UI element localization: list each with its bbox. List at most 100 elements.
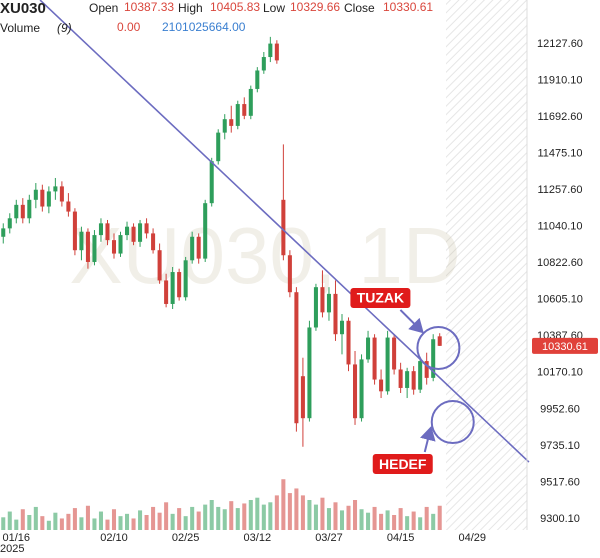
candle-body: [72, 211, 77, 251]
volume-value: 2101025664.00: [162, 20, 246, 34]
candle-body: [392, 337, 397, 370]
y-tick-label: 11040.10: [537, 221, 582, 233]
candle-body: [144, 223, 149, 234]
candle-body: [216, 132, 221, 162]
x-tick-label: 03/12: [244, 532, 272, 544]
candle-body: [125, 226, 130, 236]
candle-body: [183, 260, 188, 298]
candle-body: [437, 336, 442, 346]
volume-bar: [72, 508, 77, 530]
high-value: 10405.83: [210, 0, 260, 14]
volume-bar: [118, 516, 123, 530]
volume-bar: [359, 509, 364, 530]
volume-bar: [177, 508, 182, 530]
volume-bar: [27, 515, 32, 530]
candle-body: [333, 293, 338, 335]
volume-bar: [33, 506, 38, 530]
candle-body: [274, 43, 279, 61]
volume-bar: [300, 495, 305, 530]
candle-body: [79, 231, 84, 251]
volume-bar: [92, 518, 97, 530]
volume-bar: [138, 510, 143, 530]
candle-body: [385, 337, 390, 392]
candle-body: [248, 88, 253, 116]
x-tick-label: 04/15: [387, 532, 415, 544]
volume-bar: [125, 513, 130, 530]
candle-body: [307, 327, 312, 419]
candle-body: [222, 119, 227, 133]
y-tick-label: 11257.60: [537, 184, 582, 196]
target-arrow: [420, 426, 436, 453]
candle-body: [203, 203, 208, 259]
y-tick-label: 12127.60: [537, 38, 583, 50]
volume-bar: [333, 502, 338, 530]
candle-body: [424, 361, 429, 378]
volume-bar: [307, 500, 312, 530]
close-label: Close: [344, 1, 375, 15]
volume-bar: [183, 516, 188, 530]
symbol: XU030: [0, 0, 46, 17]
candle-body: [261, 57, 266, 71]
candle-body: [138, 223, 143, 242]
volume-bar: [405, 516, 410, 530]
low-value: 10329.66: [290, 0, 340, 14]
volume-bar: [144, 515, 149, 530]
candle-body: [190, 236, 195, 261]
volume-label: Volume: [0, 21, 40, 35]
y-tick-label: 9517.60: [540, 476, 580, 488]
volume-bar: [379, 513, 384, 530]
candle-body: [268, 43, 273, 58]
volume-bar: [411, 511, 416, 530]
last-price-label: 10330.61: [542, 341, 588, 353]
candle-body: [353, 364, 358, 419]
y-tick-label: 10822.60: [537, 257, 583, 269]
volume-bar: [216, 506, 221, 530]
volume-bar: [105, 519, 110, 530]
y-tick-label: 11475.10: [537, 148, 582, 160]
volume-bar: [235, 508, 240, 530]
y-tick-label: 9952.60: [540, 403, 580, 415]
volume-bar: [98, 511, 103, 530]
candle-body: [1, 228, 6, 237]
candle-body: [431, 339, 436, 378]
year-label: 2025: [0, 543, 24, 555]
volume-bar: [366, 512, 371, 530]
volume-bar: [79, 517, 84, 530]
volume-bar: [424, 506, 429, 530]
candle-body: [300, 376, 305, 419]
volume-bar: [151, 506, 156, 530]
volume-bar: [294, 488, 299, 530]
trendline: [39, 0, 530, 463]
x-tick-label: 02/10: [100, 532, 128, 544]
close-value: 10330.61: [383, 0, 433, 14]
volume-bar: [164, 502, 169, 530]
x-tick-label: 03/27: [315, 532, 343, 544]
volume-bar: [196, 511, 201, 530]
candle-body: [59, 186, 64, 202]
candle-body: [105, 223, 110, 241]
volume-bar: [242, 503, 247, 530]
open-label: Open: [89, 1, 118, 15]
volume-period: (9): [57, 21, 72, 35]
volume-bar: [255, 497, 260, 530]
candle-body: [40, 189, 45, 207]
volume-bar: [353, 500, 358, 530]
volume-bar: [222, 509, 227, 530]
candle-body: [418, 361, 423, 390]
y-tick-label: 11692.60: [537, 111, 582, 123]
candle-body: [405, 371, 410, 388]
volume-bar: [66, 513, 71, 530]
x-tick-label: 01/16: [3, 532, 31, 544]
volume-bar: [261, 504, 266, 530]
candle-body: [326, 293, 331, 313]
volume-bar: [46, 520, 51, 530]
candle-body: [20, 204, 25, 219]
candle-body: [287, 255, 292, 293]
candle-body: [164, 280, 169, 304]
candle-body: [235, 104, 240, 126]
candle-body: [98, 223, 103, 236]
y-tick-label: 11910.10: [537, 74, 582, 86]
x-tick-label: 02/25: [172, 532, 200, 544]
trap-label: TUZAK: [357, 290, 404, 306]
volume-bar: [339, 510, 345, 530]
